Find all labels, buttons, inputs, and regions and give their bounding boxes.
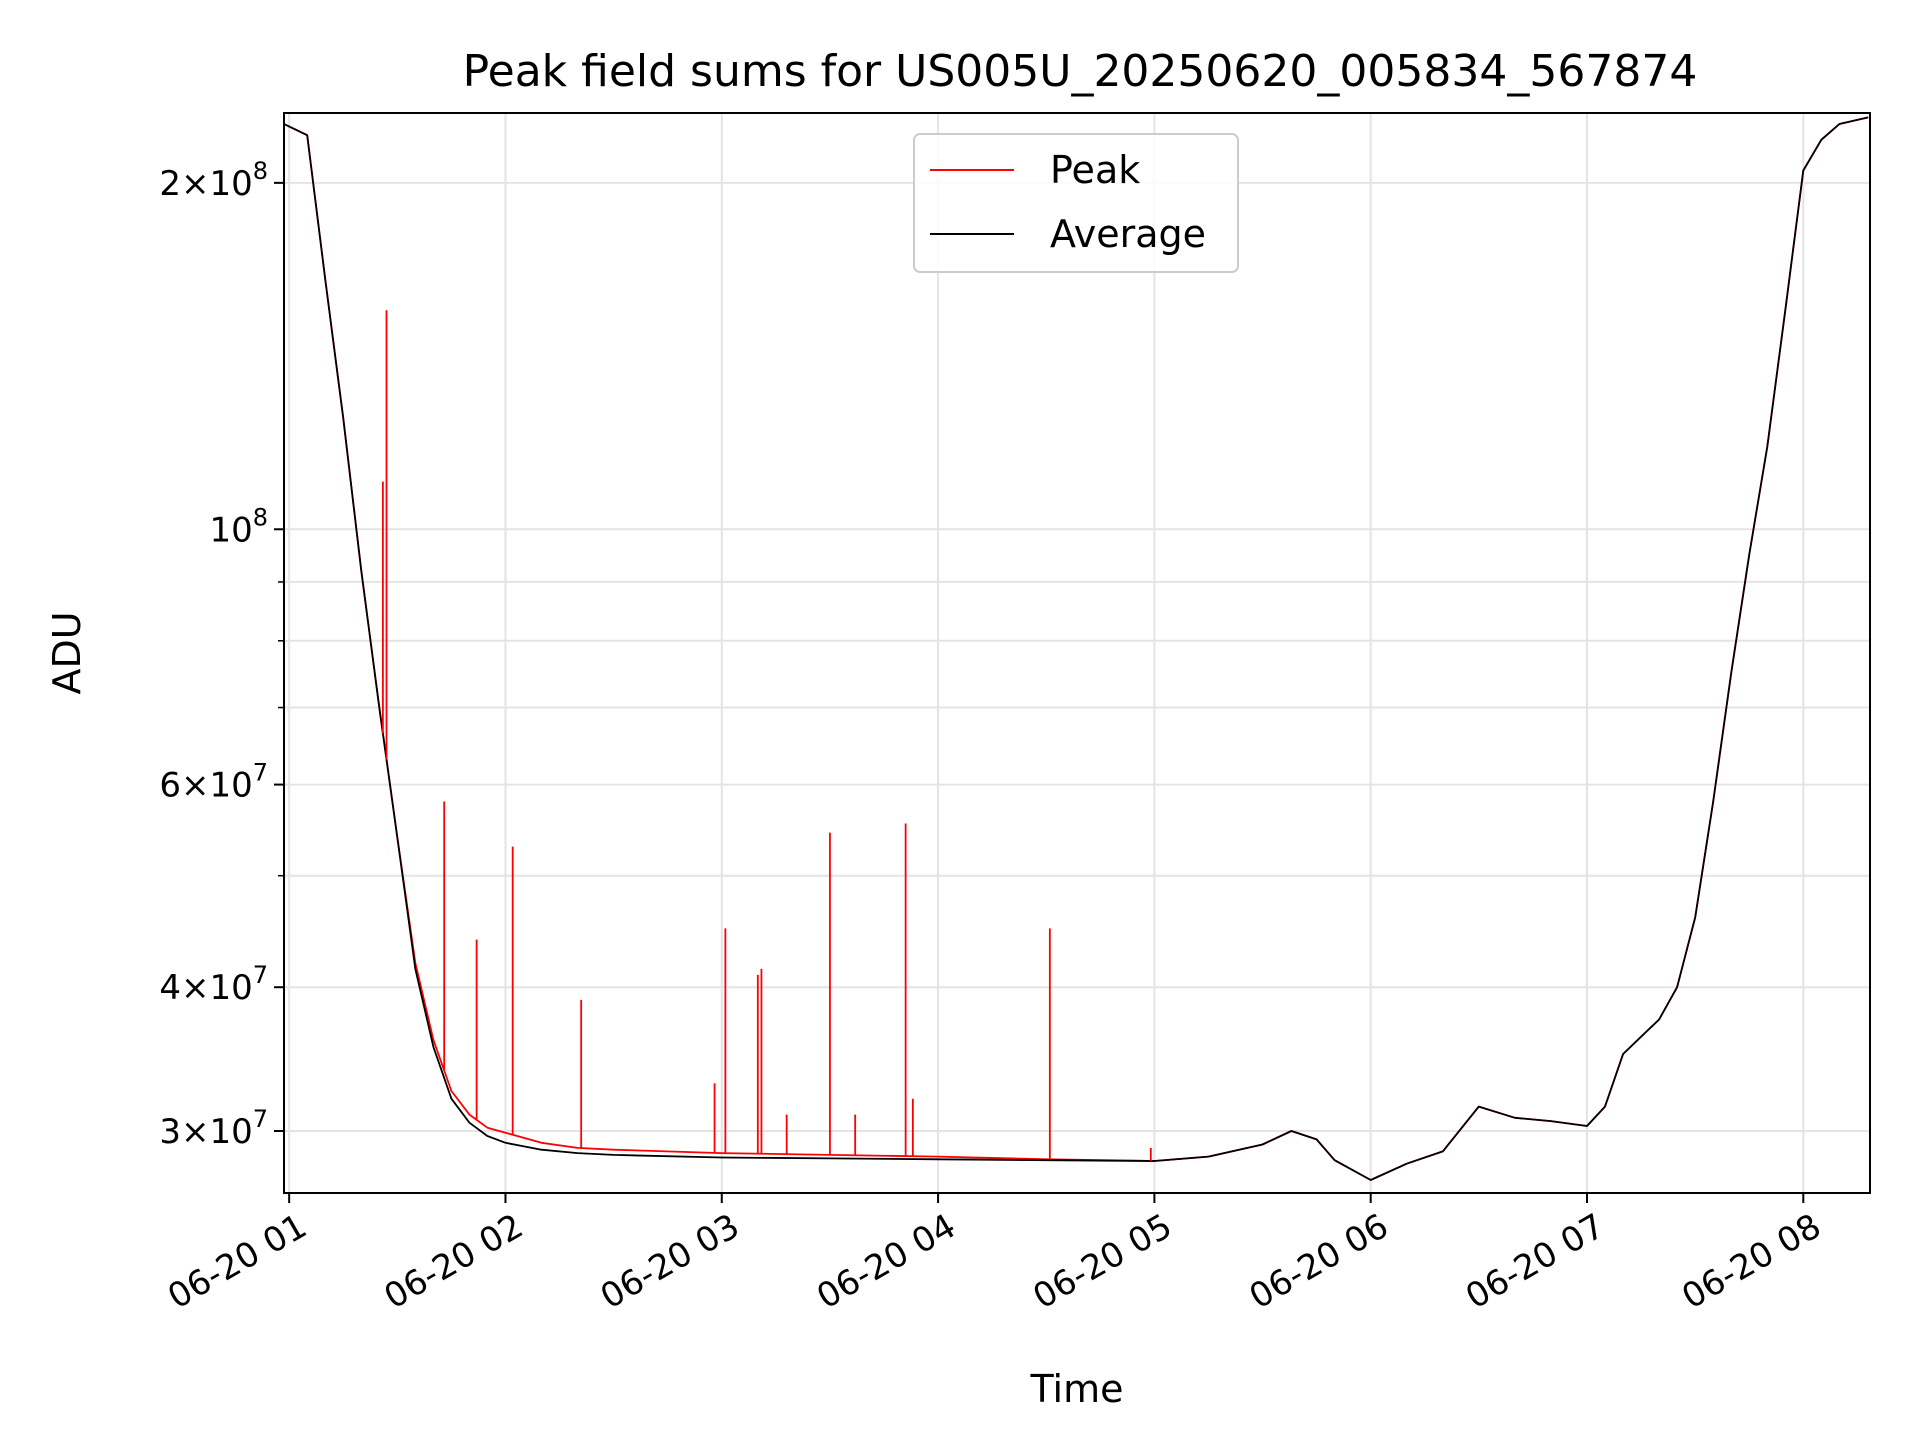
x-tick-label: 06-20 08 bbox=[1675, 1206, 1827, 1317]
x-tick-label: 06-20 07 bbox=[1459, 1206, 1611, 1317]
series-line-average bbox=[283, 116, 1869, 1181]
y-tick-label: 3×107 bbox=[159, 1105, 268, 1152]
y-tick-label: 108 bbox=[209, 503, 268, 550]
y-tick-label: 4×107 bbox=[159, 961, 268, 1008]
plot-area bbox=[283, 116, 1869, 1181]
y-axis-label: ADU bbox=[45, 611, 89, 694]
x-tick-label: 06-20 05 bbox=[1026, 1206, 1178, 1317]
x-tick-label: 06-20 02 bbox=[378, 1206, 530, 1317]
chart-title: Peak field sums for US005U_20250620_0058… bbox=[463, 46, 1698, 97]
x-tick-label: 06-20 04 bbox=[810, 1206, 962, 1317]
legend-box bbox=[913, 133, 1239, 273]
y-axis: 3×107 4×107 6×107 108 2×108 bbox=[159, 157, 284, 1152]
x-tick-label: 06-20 01 bbox=[161, 1206, 313, 1317]
x-axis: 06-20 01 06-20 02 06-20 03 06-20 04 06-20 05… bbox=[161, 1193, 1828, 1317]
x-tick-label: 06-20 03 bbox=[594, 1206, 746, 1317]
y-tick-label: 2×108 bbox=[159, 157, 268, 204]
x-tick-label: 06-20 06 bbox=[1243, 1206, 1395, 1317]
series-line-peak bbox=[283, 116, 1869, 1181]
grid bbox=[284, 113, 1870, 1193]
legend-label: Peak bbox=[1050, 148, 1140, 192]
legend: Peak Average bbox=[913, 133, 1239, 273]
plot-frame bbox=[283, 112, 1871, 1194]
x-axis-label: Time bbox=[1030, 1367, 1124, 1411]
y-tick-label: 6×107 bbox=[159, 759, 268, 806]
legend-label: Average bbox=[1050, 212, 1206, 256]
